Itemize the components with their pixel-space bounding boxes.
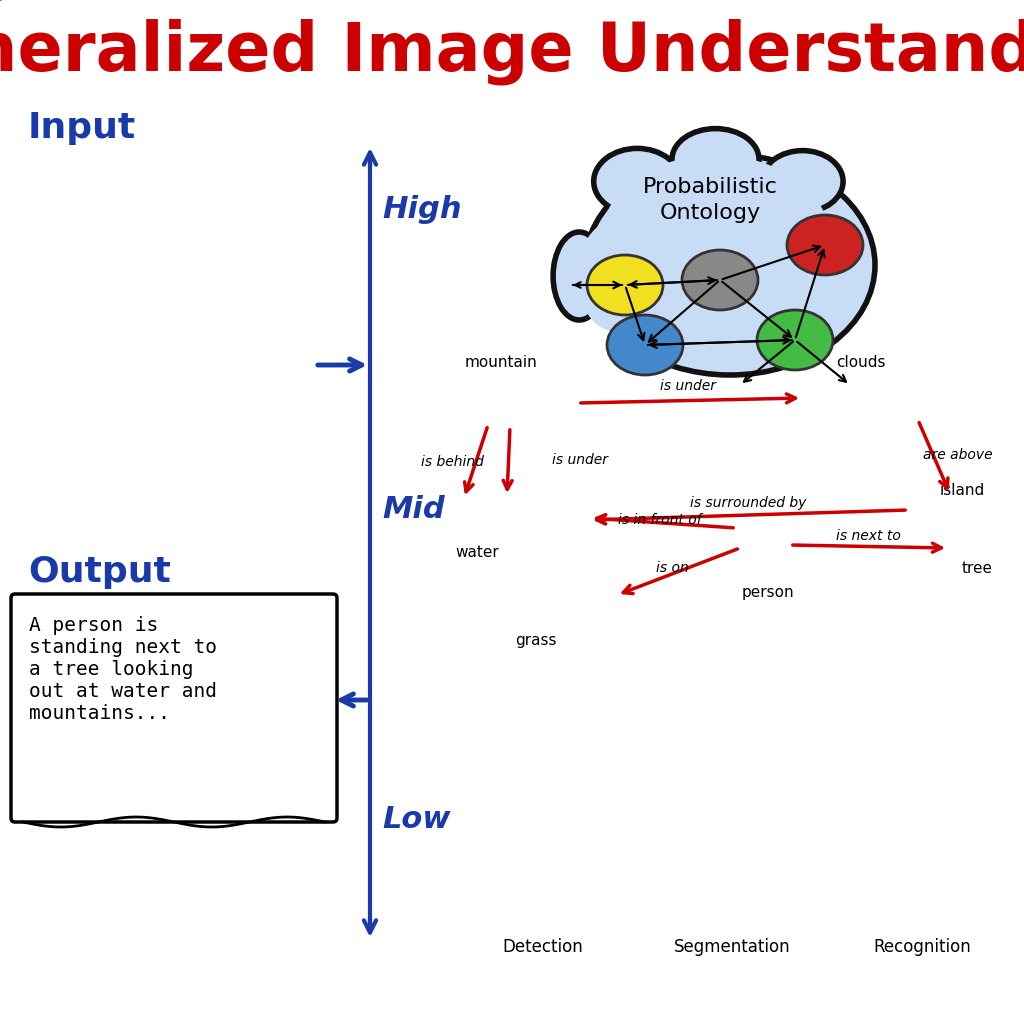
- Ellipse shape: [762, 150, 843, 212]
- Text: Mid: Mid: [382, 496, 444, 524]
- Text: Input: Input: [28, 111, 136, 145]
- Text: person: person: [742, 585, 795, 600]
- Ellipse shape: [587, 255, 663, 315]
- Text: Recognition: Recognition: [873, 938, 972, 956]
- Ellipse shape: [787, 215, 863, 275]
- FancyBboxPatch shape: [11, 594, 337, 822]
- Text: Low: Low: [382, 806, 451, 834]
- Text: Generalized Image Understanding: Generalized Image Understanding: [0, 18, 1024, 85]
- Text: is behind: is behind: [421, 455, 483, 469]
- Text: Probabilistic
Ontology: Probabilistic Ontology: [643, 177, 777, 224]
- Text: is in front of: is in front of: [618, 513, 701, 527]
- Text: is surrounded by: is surrounded by: [690, 496, 806, 510]
- Text: is next to: is next to: [836, 529, 900, 543]
- Text: mountain: mountain: [465, 355, 538, 370]
- Text: High: High: [382, 195, 462, 225]
- Ellipse shape: [553, 232, 605, 320]
- Text: Detection: Detection: [502, 938, 583, 956]
- Text: Segmentation: Segmentation: [674, 938, 791, 956]
- Text: A person is
standing next to
a tree looking
out at water and
mountains...: A person is standing next to a tree look…: [29, 616, 217, 723]
- Ellipse shape: [607, 315, 683, 375]
- Text: grass: grass: [515, 633, 556, 648]
- Text: is under: is under: [552, 453, 608, 467]
- Ellipse shape: [599, 155, 831, 331]
- Ellipse shape: [682, 250, 758, 310]
- Ellipse shape: [672, 129, 759, 190]
- Text: is under: is under: [660, 379, 716, 393]
- Ellipse shape: [585, 155, 874, 375]
- Ellipse shape: [578, 221, 650, 331]
- Text: Output: Output: [28, 555, 171, 589]
- Ellipse shape: [757, 310, 833, 370]
- Text: water: water: [455, 545, 499, 560]
- Text: are above: are above: [924, 448, 993, 462]
- Text: tree: tree: [962, 561, 993, 576]
- Text: clouds: clouds: [836, 355, 886, 370]
- Text: island: island: [940, 483, 985, 498]
- Ellipse shape: [594, 148, 681, 214]
- Text: is on: is on: [655, 561, 688, 575]
